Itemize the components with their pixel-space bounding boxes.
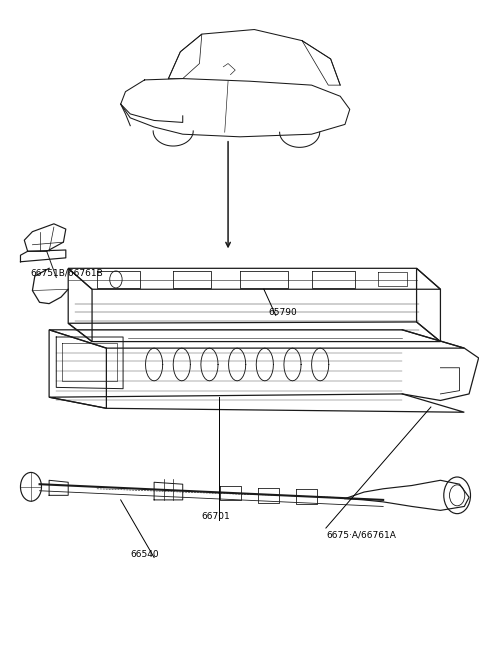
Text: 6675·A/66761A: 6675·A/66761A (326, 530, 396, 539)
Text: 66701: 66701 (202, 512, 230, 522)
Text: 66751B/66761B: 66751B/66761B (30, 269, 103, 277)
Text: 66540: 66540 (130, 550, 159, 559)
Text: 65790: 65790 (269, 307, 298, 317)
